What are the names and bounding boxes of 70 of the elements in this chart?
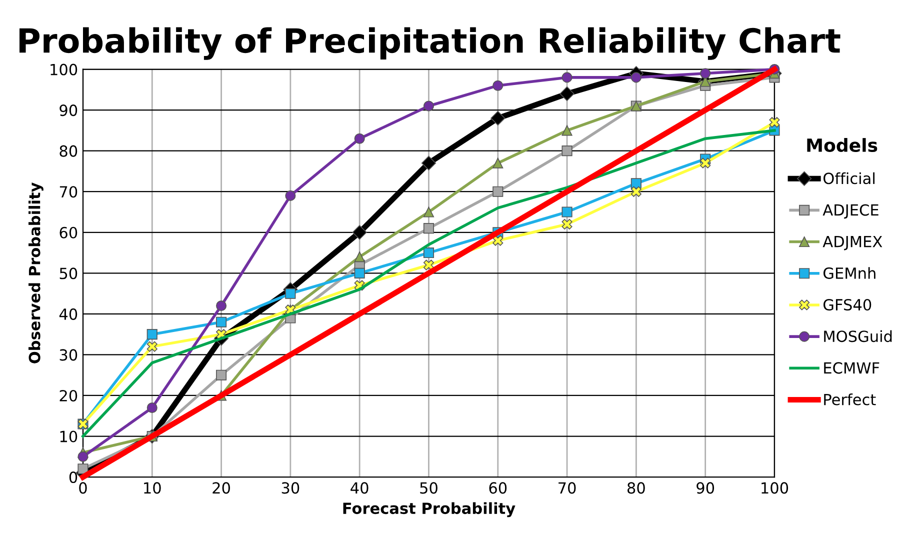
legend-label: GFS40 bbox=[824, 298, 872, 311]
point bbox=[700, 158, 711, 168]
y-tick-label: 0 bbox=[69, 472, 78, 484]
point bbox=[490, 110, 506, 126]
y-tick-label: 80 bbox=[60, 145, 78, 157]
point bbox=[285, 288, 296, 299]
point bbox=[423, 100, 434, 112]
y-tick-label: 100 bbox=[50, 64, 78, 76]
point bbox=[423, 206, 434, 218]
point bbox=[700, 68, 711, 79]
point bbox=[492, 186, 504, 197]
point bbox=[146, 329, 158, 340]
point bbox=[216, 300, 227, 312]
x-tick-label: 80 bbox=[627, 482, 645, 494]
x-tick-label: 30 bbox=[282, 482, 300, 494]
point bbox=[423, 247, 434, 258]
x-tick-label: 20 bbox=[212, 482, 230, 494]
point bbox=[562, 125, 572, 136]
point bbox=[352, 225, 367, 240]
x-tick-label: 40 bbox=[350, 482, 368, 494]
point bbox=[423, 223, 434, 234]
point bbox=[492, 80, 504, 91]
y-tick-label: 20 bbox=[60, 390, 78, 402]
legend-title: Models bbox=[807, 138, 878, 152]
y-axis-title: Observed Probability bbox=[28, 182, 44, 364]
point bbox=[146, 402, 158, 413]
legend-label: ADJECE bbox=[822, 204, 878, 219]
point bbox=[354, 268, 365, 278]
point bbox=[423, 260, 434, 270]
legend-label: MOSGuid bbox=[824, 330, 892, 342]
legend-label: Official bbox=[824, 172, 874, 184]
x-tick-label: 90 bbox=[696, 482, 714, 494]
point bbox=[78, 451, 88, 462]
point bbox=[354, 252, 365, 262]
point bbox=[769, 117, 780, 128]
y-tick-label: 40 bbox=[59, 308, 78, 320]
point bbox=[492, 158, 504, 168]
point bbox=[562, 72, 572, 83]
x-tick-label: 0 bbox=[79, 482, 87, 494]
x-axis-title: Forecast Probability bbox=[343, 502, 516, 518]
x-tick-label: 100 bbox=[762, 482, 788, 494]
point bbox=[492, 235, 504, 246]
y-tick-label: 90 bbox=[60, 104, 78, 116]
point bbox=[562, 146, 572, 156]
point bbox=[562, 218, 572, 230]
point bbox=[146, 341, 158, 352]
point bbox=[562, 206, 572, 218]
x-tick-label: 70 bbox=[558, 482, 576, 494]
legend-label: Perfect bbox=[824, 393, 876, 406]
y-tick-label: 10 bbox=[60, 430, 78, 442]
x-tick-label: 60 bbox=[489, 482, 507, 494]
legend-label: GEMnh bbox=[824, 267, 876, 279]
point bbox=[630, 186, 642, 197]
point bbox=[78, 464, 88, 474]
point bbox=[560, 86, 574, 102]
legend-label: ECMWF bbox=[824, 362, 880, 374]
point bbox=[421, 156, 436, 170]
x-tick-label: 10 bbox=[144, 482, 161, 494]
point bbox=[630, 72, 642, 83]
y-tick-label: 60 bbox=[60, 226, 78, 238]
point bbox=[216, 316, 227, 328]
y-tick-label: 30 bbox=[60, 349, 78, 361]
point bbox=[285, 190, 296, 201]
point bbox=[354, 133, 365, 144]
y-tick-label: 50 bbox=[60, 268, 78, 280]
point bbox=[216, 370, 227, 380]
y-tick-label: 70 bbox=[60, 186, 78, 198]
legend-label: ADJMEX bbox=[822, 236, 882, 250]
chart-title: Probability of Precipitation Reliability Chart bbox=[19, 27, 840, 60]
x-tick-label: 50 bbox=[420, 482, 438, 494]
